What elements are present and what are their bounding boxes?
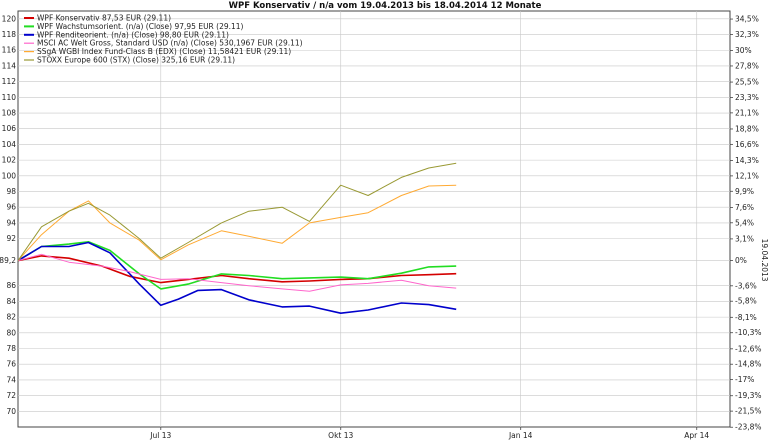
y-right-tick-label: 25,5% <box>735 78 759 87</box>
y-right-tick-label: 27,8% <box>735 61 759 70</box>
y-right-tick-label: -21,5% <box>735 407 762 416</box>
baseline-date-label: 19.04.2013 <box>760 239 769 282</box>
y-right-tick-label: 9,9% <box>735 187 754 196</box>
y-left-tick-label: 92 <box>6 234 16 243</box>
y-left-tick-label: 78 <box>6 344 16 353</box>
y-left-tick-label: 76 <box>6 360 16 369</box>
series-line <box>17 162 457 261</box>
legend-entry: WPF Wachstumsorient. (n/a) (Close) 97,95… <box>37 22 244 31</box>
y-left-tick-label: 114 <box>2 61 17 70</box>
y-left-tick-label: 72 <box>6 391 16 400</box>
y-right-tick-label: 7,6% <box>735 203 754 212</box>
y-left-tick-label: 84 <box>6 297 16 306</box>
legend-entry: MSCI AC Welt Gross, Standard USD (n/a) (… <box>37 39 303 48</box>
y-right-tick-label: -10,3% <box>735 328 762 337</box>
y-right-tick-label: 3,1% <box>735 234 754 243</box>
y-right-tick-label: 12,1% <box>735 171 759 180</box>
series-line <box>17 241 457 315</box>
y-left-tick-label: 110 <box>2 93 17 102</box>
legend-entry: WPF Renditeorient. (n/a) (Close) 98,80 E… <box>37 30 229 39</box>
y-right-tick-label: -3,6% <box>735 281 757 290</box>
y-left-tick-label: 82 <box>6 313 16 322</box>
grid-layer <box>18 11 730 427</box>
right-y-axis: -23,8% -21,5% -19,3% -17% -14,8% -12,6% -10,3%… <box>730 15 762 432</box>
y-right-tick-label: -23,8% <box>735 423 762 432</box>
y-left-tick-label: 94 <box>6 218 16 227</box>
x-tick-label: Apr 14 <box>684 431 709 440</box>
y-right-tick-label: 21,1% <box>735 108 759 117</box>
y-left-tick-label: 102 <box>2 156 17 165</box>
left-y-axis: 70 72 74 76 78 80 82 84 86 89,2 92 94 96 98 100 102 104 1… <box>0 14 16 415</box>
legend: WPF Konservativ 87,53 EUR (29.11)WPF Wac… <box>24 14 303 65</box>
y-right-tick-label: -8,1% <box>735 313 757 322</box>
y-left-tick-label: 70 <box>6 407 16 416</box>
x-tick-label: Jan 14 <box>508 431 533 440</box>
legend-entry: SSgA WGBI Index Fund-Class B (EDX) (Clos… <box>37 47 291 56</box>
y-right-tick-label: -5,8% <box>735 297 757 306</box>
y-left-tick-label: 112 <box>2 77 17 86</box>
y-right-tick-label: 30% <box>735 46 752 55</box>
x-tick-label: Jul 13 <box>149 431 171 440</box>
y-right-tick-label: 14,3% <box>735 156 759 165</box>
y-left-tick-label: 80 <box>6 328 16 337</box>
y-left-tick-label: 98 <box>6 187 16 196</box>
y-left-tick-label: 74 <box>6 375 16 384</box>
y-right-tick-label: 16,6% <box>735 140 759 149</box>
y-right-tick-label: -14,8% <box>735 360 762 369</box>
plot-frame <box>17 10 731 428</box>
series-line <box>17 241 457 290</box>
y-right-tick-label: -19,3% <box>735 391 762 400</box>
y-right-tick-label: 18,8% <box>735 124 759 133</box>
series-line <box>17 255 457 284</box>
y-left-tick-label: 116 <box>2 46 17 55</box>
y-right-tick-label: 23,3% <box>735 93 759 102</box>
y-left-tick-label: 120 <box>2 14 17 23</box>
series-layer <box>17 162 457 315</box>
y-left-tick-label: 89,2 <box>0 256 16 265</box>
y-left-tick-label: 108 <box>2 109 17 118</box>
y-left-tick-label: 118 <box>2 30 17 39</box>
y-right-tick-label: 32,3% <box>735 30 759 39</box>
y-left-tick-label: 104 <box>2 140 17 149</box>
y-right-tick-label: 5,4% <box>735 218 754 227</box>
y-right-tick-label: -17% <box>735 375 754 384</box>
chart-title: WPF Konservativ / n/a vom 19.04.2013 bis… <box>229 1 542 11</box>
x-axis: Jul 13 Okt 13 Jan 14 Apr 14 <box>149 427 709 440</box>
y-left-tick-label: 86 <box>6 281 16 290</box>
legend-entry: WPF Konservativ 87,53 EUR (29.11) <box>37 14 171 23</box>
y-left-tick-label: 106 <box>2 124 17 133</box>
y-right-tick-label: 34,5% <box>735 15 759 24</box>
x-tick-label: Okt 13 <box>328 431 353 440</box>
y-right-tick-label: 0% <box>735 256 747 265</box>
y-left-tick-label: 100 <box>2 171 17 180</box>
y-right-tick-label: -12,6% <box>735 344 762 353</box>
legend-entry: STOXX Europe 600 (STX) (Close) 325,16 EU… <box>37 56 235 65</box>
series-line <box>17 253 457 292</box>
series-line <box>17 184 457 261</box>
y-left-tick-label: 96 <box>6 203 16 212</box>
